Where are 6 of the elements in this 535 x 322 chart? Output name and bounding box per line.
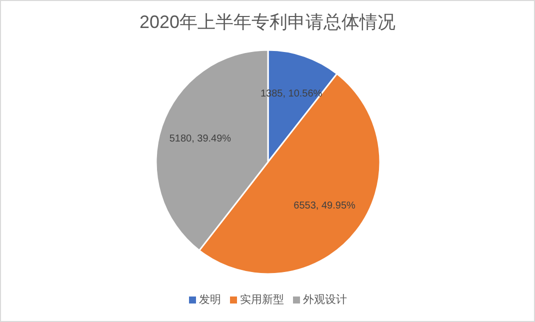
legend-label: 外观设计 (303, 293, 347, 306)
chart-title: 2020年上半年专利申请总体情况 (139, 12, 396, 32)
legend-label: 发明 (199, 294, 221, 306)
data-label: 6553, 49.95% (294, 200, 356, 212)
legend-label: 实用新型 (240, 293, 284, 306)
data-label: 5180, 39.49% (169, 133, 232, 144)
